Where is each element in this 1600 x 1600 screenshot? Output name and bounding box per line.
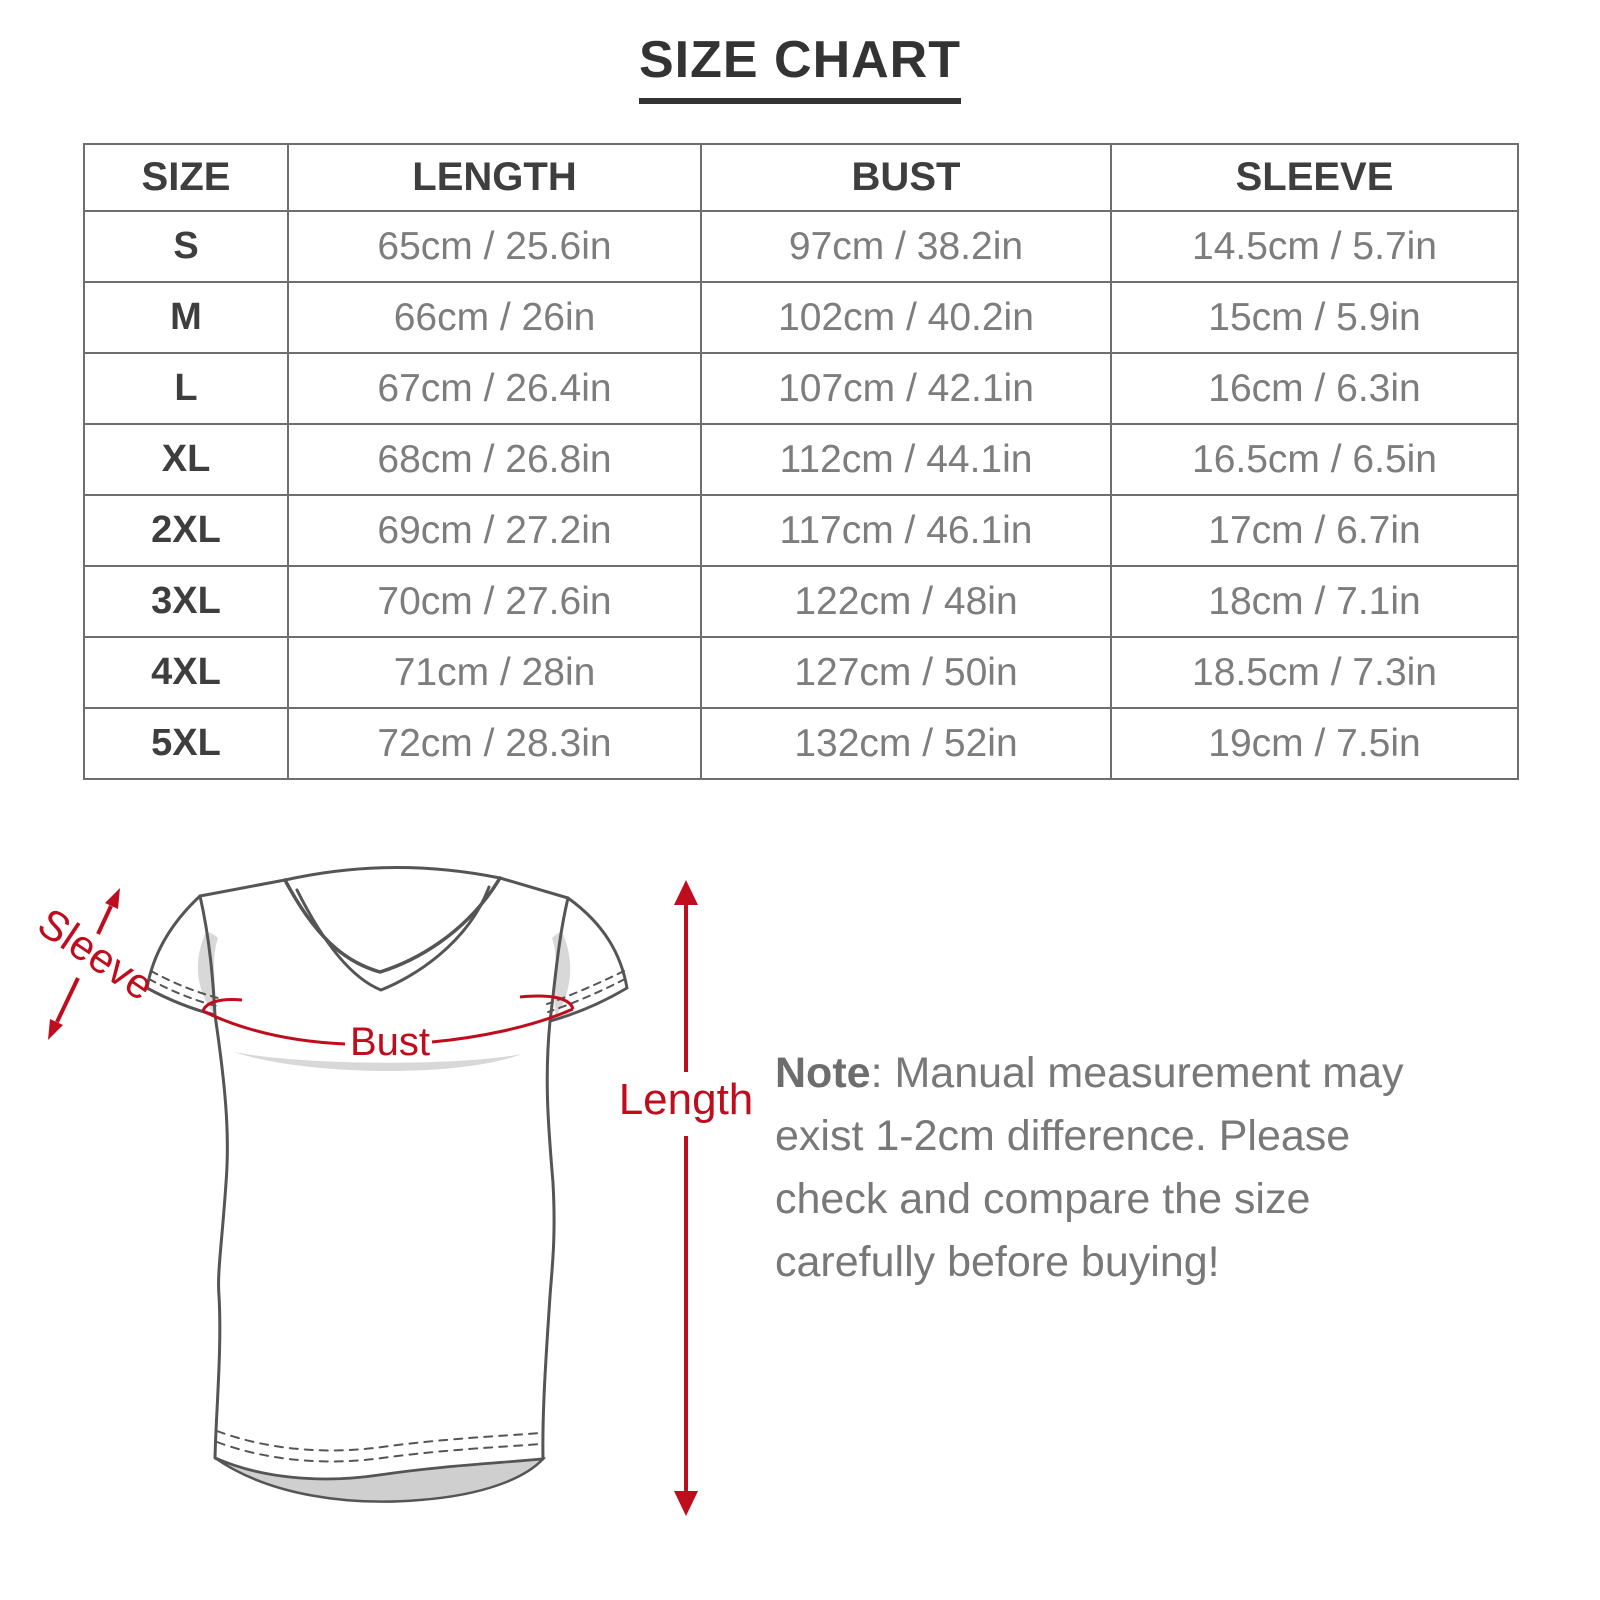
- table-header-row: SIZE LENGTH BUST SLEEVE: [83, 143, 1519, 212]
- table-row: L 67cm / 26.4in 107cm / 42.1in 16cm / 6.…: [83, 352, 1519, 425]
- cell-sleeve: 19cm / 7.5in: [1110, 707, 1519, 780]
- sleeve-arrow-icon: [48, 888, 120, 1040]
- cell-size: 4XL: [83, 636, 289, 709]
- note-label: Note: [775, 1049, 871, 1097]
- tshirt-outline: [145, 865, 629, 1481]
- cell-bust: 117cm / 46.1in: [700, 494, 1112, 567]
- length-label: Length: [619, 1075, 754, 1124]
- tshirt-illustration: Sleeve Bust Length: [30, 865, 754, 1516]
- length-arrow-icon: [674, 880, 698, 1516]
- cell-length: 69cm / 27.2in: [287, 494, 702, 567]
- note-line: check and compare the size: [775, 1175, 1311, 1223]
- cell-length: 71cm / 28in: [287, 636, 702, 709]
- header-sleeve: SLEEVE: [1110, 143, 1519, 212]
- cell-bust: 112cm / 44.1in: [700, 423, 1112, 496]
- tshirt-diagram: Sleeve Bust Length: [20, 848, 780, 1600]
- header-bust: BUST: [700, 143, 1112, 212]
- cell-size: S: [83, 210, 289, 283]
- cell-sleeve: 18.5cm / 7.3in: [1110, 636, 1519, 709]
- sleeve-label: Sleeve: [30, 899, 163, 1010]
- header-size: SIZE: [83, 143, 289, 212]
- cell-bust: 102cm / 40.2in: [700, 281, 1112, 354]
- bust-ellipse: [201, 994, 575, 1046]
- table-row: 5XL 72cm / 28.3in 132cm / 52in 19cm / 7.…: [83, 707, 1519, 780]
- table-row: 4XL 71cm / 28in 127cm / 50in 18.5cm / 7.…: [83, 636, 1519, 709]
- note-line: exist 1-2cm difference. Please: [775, 1112, 1351, 1160]
- page-title-wrap: SIZE CHART: [0, 30, 1600, 104]
- header-length: LENGTH: [287, 143, 702, 212]
- table-row: S 65cm / 25.6in 97cm / 38.2in 14.5cm / 5…: [83, 210, 1519, 283]
- cell-bust: 127cm / 50in: [700, 636, 1112, 709]
- cell-size: L: [83, 352, 289, 425]
- tshirt-seams: [148, 876, 626, 1463]
- cell-size: 5XL: [83, 707, 289, 780]
- cell-sleeve: 17cm / 6.7in: [1110, 494, 1519, 567]
- table-row: XL 68cm / 26.8in 112cm / 44.1in 16.5cm /…: [83, 423, 1519, 496]
- cell-length: 68cm / 26.8in: [287, 423, 702, 496]
- table-row: M 66cm / 26in 102cm / 40.2in 15cm / 5.9i…: [83, 281, 1519, 354]
- cell-bust: 107cm / 42.1in: [700, 352, 1112, 425]
- cell-length: 70cm / 27.6in: [287, 565, 702, 638]
- cell-length: 72cm / 28.3in: [287, 707, 702, 780]
- note-line: carefully before buying!: [775, 1238, 1220, 1286]
- note-line: Note: Manual measurement may: [775, 1049, 1404, 1097]
- page-title: SIZE CHART: [639, 30, 961, 104]
- cell-length: 66cm / 26in: [287, 281, 702, 354]
- cell-size: 3XL: [83, 565, 289, 638]
- cell-size: M: [83, 281, 289, 354]
- cell-size: XL: [83, 423, 289, 496]
- cell-sleeve: 18cm / 7.1in: [1110, 565, 1519, 638]
- hem-shadow: [214, 1456, 547, 1503]
- cell-sleeve: 14.5cm / 5.7in: [1110, 210, 1519, 283]
- cell-size: 2XL: [83, 494, 289, 567]
- cell-sleeve: 16cm / 6.3in: [1110, 352, 1519, 425]
- measurement-note: Note: Manual measurement may exist 1-2cm…: [775, 1042, 1505, 1294]
- cell-bust: 132cm / 52in: [700, 707, 1112, 780]
- cell-sleeve: 16.5cm / 6.5in: [1110, 423, 1519, 496]
- cell-bust: 122cm / 48in: [700, 565, 1112, 638]
- table-row: 2XL 69cm / 27.2in 117cm / 46.1in 17cm / …: [83, 494, 1519, 567]
- bust-label: Bust: [350, 1020, 430, 1064]
- size-table: SIZE LENGTH BUST SLEEVE S 65cm / 25.6in …: [83, 143, 1519, 780]
- cell-length: 67cm / 26.4in: [287, 352, 702, 425]
- cell-length: 65cm / 25.6in: [287, 210, 702, 283]
- cell-sleeve: 15cm / 5.9in: [1110, 281, 1519, 354]
- table-row: 3XL 70cm / 27.6in 122cm / 48in 18cm / 7.…: [83, 565, 1519, 638]
- cell-bust: 97cm / 38.2in: [700, 210, 1112, 283]
